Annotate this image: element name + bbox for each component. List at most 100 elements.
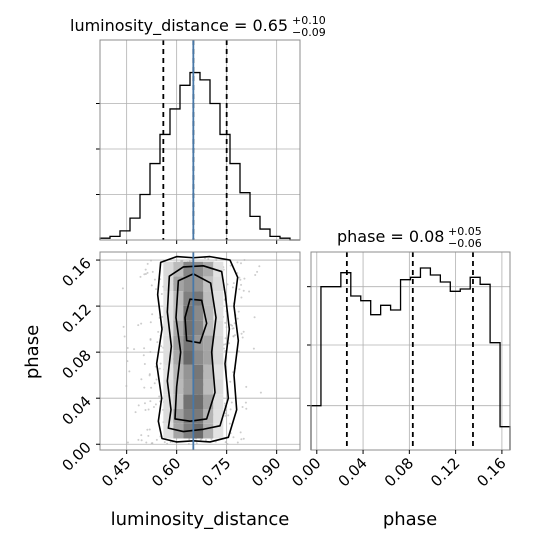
sample-point <box>121 287 124 290</box>
title-param-text: phase <box>337 227 385 246</box>
title-value-text: 0.08 <box>409 227 445 246</box>
histogram-luminosity-distance-title: luminosity_distance = 0.65 <box>70 16 288 36</box>
sample-point <box>144 268 147 271</box>
sample-point <box>231 286 234 289</box>
sample-point <box>240 283 243 286</box>
sample-point <box>259 391 262 394</box>
sample-point <box>226 283 229 286</box>
title-minus-error: −0.09 <box>292 26 326 39</box>
y-axis-label-phase: phase <box>22 325 43 379</box>
sample-point <box>150 386 153 389</box>
sample-point <box>240 332 243 335</box>
density-cell <box>203 276 214 292</box>
density-cell <box>173 350 184 365</box>
sample-point <box>228 342 231 345</box>
sample-point <box>143 402 146 405</box>
density-cell <box>203 305 214 321</box>
sample-point <box>232 436 235 439</box>
sample-point <box>140 378 143 381</box>
sample-point <box>187 443 190 446</box>
panel-frame <box>99 39 301 241</box>
density-cell <box>203 423 214 439</box>
sample-point <box>145 441 148 444</box>
sample-point <box>152 406 155 409</box>
sample-point <box>155 378 158 381</box>
sample-point <box>166 442 169 445</box>
density-cell <box>193 394 204 410</box>
density-cell <box>173 261 184 277</box>
sample-point <box>240 296 243 299</box>
density-cell <box>213 379 224 395</box>
sample-point <box>228 422 231 425</box>
sample-point <box>126 441 129 444</box>
sample-point <box>232 335 235 338</box>
histogram-luminosity-distance-panel: luminosity_distance = 0.65 +0.10 −0.09 <box>70 14 326 244</box>
sample-point <box>160 293 163 296</box>
contour-line <box>155 255 240 443</box>
sample-point <box>240 438 243 441</box>
sample-point <box>146 271 149 274</box>
sample-point <box>143 347 146 350</box>
sample-point <box>229 380 232 383</box>
density-cell <box>213 291 224 306</box>
sample-point <box>155 288 158 291</box>
sample-point <box>146 262 149 265</box>
density-cell <box>173 409 184 424</box>
title-plus-error: +0.05 <box>448 225 482 238</box>
density-cell <box>183 350 194 365</box>
density-cell <box>213 305 224 321</box>
sample-point <box>151 270 154 273</box>
sample-point <box>233 334 236 337</box>
density-cell <box>163 423 174 439</box>
sample-point <box>232 282 235 285</box>
density-cell <box>173 320 184 336</box>
sample-point <box>239 431 242 434</box>
density-cell <box>163 320 174 336</box>
sample-point <box>241 406 244 409</box>
sample-point <box>153 382 156 385</box>
sample-point <box>242 330 245 333</box>
sample-point <box>226 442 229 445</box>
sample-point <box>253 316 256 319</box>
density-cell <box>203 320 214 336</box>
density-cell <box>183 320 194 336</box>
sample-point <box>134 411 137 414</box>
sample-point <box>241 336 244 339</box>
sample-point <box>123 335 126 338</box>
sample-point <box>146 428 149 431</box>
sample-point <box>125 384 128 387</box>
title-equals-text: = <box>229 16 253 35</box>
density-cell <box>173 291 184 306</box>
density-cell <box>213 276 224 292</box>
density-cell <box>203 364 214 380</box>
sample-point <box>155 438 158 441</box>
density-cell <box>173 335 184 351</box>
density-cell <box>213 320 224 336</box>
sample-point <box>239 278 242 281</box>
sample-point <box>153 278 156 281</box>
sample-point <box>139 275 142 278</box>
sample-point <box>148 428 151 431</box>
density-cell <box>183 394 194 410</box>
sample-point <box>224 412 227 415</box>
density-cell <box>193 261 204 277</box>
sample-point <box>143 386 146 389</box>
density-cell <box>213 394 224 410</box>
density-cell <box>193 320 204 336</box>
sample-point <box>122 325 125 328</box>
title-value-text: 0.65 <box>252 16 288 35</box>
density-cell <box>193 276 204 292</box>
sample-point <box>137 404 140 407</box>
density-cell <box>183 409 194 424</box>
density-cell <box>203 379 214 395</box>
density-cell <box>163 409 174 424</box>
sample-point <box>238 276 241 279</box>
sample-point <box>126 360 129 363</box>
sample-point <box>243 277 246 280</box>
panel-frame <box>99 251 301 451</box>
density-cell <box>213 350 224 365</box>
sample-point <box>236 261 239 264</box>
sample-point <box>137 324 140 327</box>
